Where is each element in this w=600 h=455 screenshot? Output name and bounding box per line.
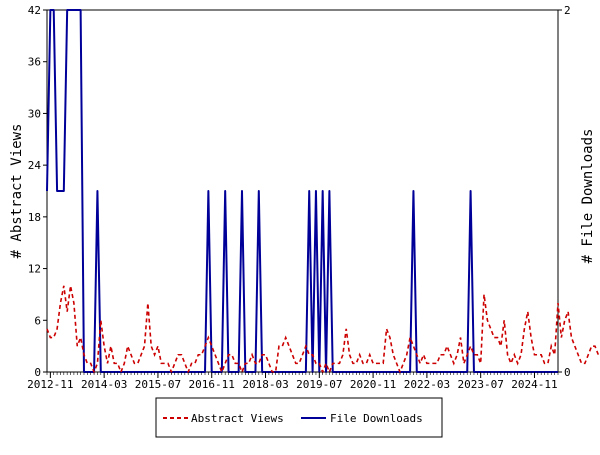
series-abstract-views-line <box>46 285 600 375</box>
x-tick-label: 2022-03 <box>404 378 450 391</box>
x-tick-label: 2015-07 <box>135 378 181 391</box>
legend-box <box>155 397 443 438</box>
y-tick-label-left: 36 <box>28 56 41 69</box>
y-tick-label-left: 0 <box>34 366 41 379</box>
y-tick-label-left: 42 <box>28 4 41 17</box>
y-tick-label-left: 12 <box>28 263 41 276</box>
x-tick-label: 2018-03 <box>242 378 288 391</box>
y-axis-title-right: # File Downloads <box>580 129 596 264</box>
x-tick-label: 2020-11 <box>350 378 396 391</box>
x-tick-label: 2024-11 <box>511 378 557 391</box>
legend: Abstract Views File Downloads <box>155 397 443 438</box>
y-tick-label-left: 30 <box>28 107 41 120</box>
x-tick-label: 2012-11 <box>27 378 73 391</box>
x-tick-label: 2016-11 <box>189 378 235 391</box>
legend-label-file-downloads: File Downloads <box>330 412 423 425</box>
x-tick-label: 2023-07 <box>457 378 503 391</box>
legend-label-abstract-views: Abstract Views <box>191 412 284 425</box>
axes: 0 6 12 18 24 30 36 42 0 2 2012-11 2014-03 2015-07 201… <box>27 4 570 391</box>
x-tick-label: 2019-07 <box>296 378 342 391</box>
plot-area <box>46 9 559 373</box>
y-tick-label-right: 2 <box>564 4 571 17</box>
y-tick-label-left: 18 <box>28 211 41 224</box>
y-axis-title-left: # Abstract Views <box>9 124 25 259</box>
y-tick-label-right: 0 <box>564 366 571 379</box>
y-tick-label-left: 6 <box>34 314 41 327</box>
y-tick-label-left: 24 <box>28 159 42 172</box>
x-tick-label: 2014-03 <box>81 378 127 391</box>
